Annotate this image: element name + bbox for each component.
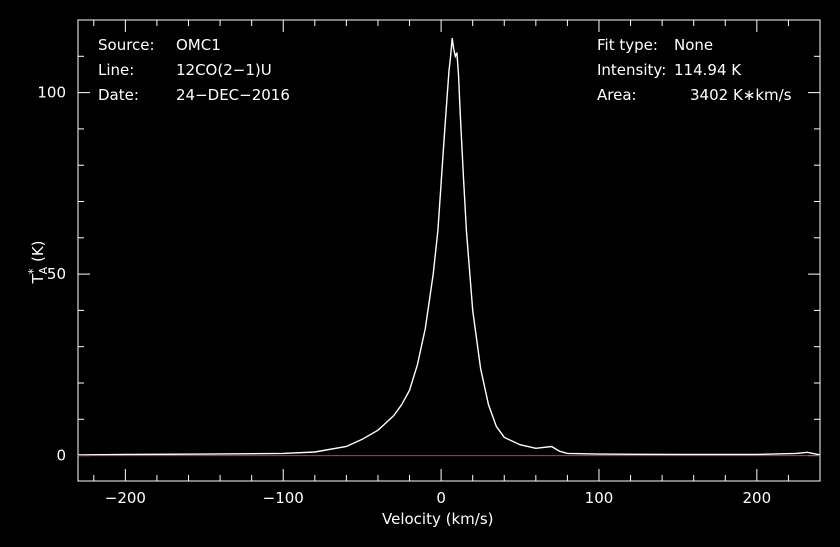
x-tick-label: 0 — [436, 489, 446, 507]
x-axis-label: Velocity (km/s) — [382, 510, 494, 528]
y-tick-label: 100 — [37, 84, 66, 102]
fit-type-value: None — [674, 36, 714, 54]
source-label: Source: — [98, 36, 155, 54]
series-group — [77, 38, 821, 457]
y-tick-label: 0 — [56, 447, 66, 465]
x-tick-label: −200 — [105, 489, 146, 507]
axis-ticks: −200 −100 0 100 200 0 50 100 — [37, 19, 821, 507]
line-label: Line: — [98, 61, 135, 79]
y-axis-label-main: T — [29, 274, 47, 284]
date-label: Date: — [98, 86, 139, 104]
area-label: Area: — [597, 86, 637, 104]
y-axis-label-sub: A — [37, 266, 50, 275]
intensity-value: 114.94 K — [674, 61, 742, 79]
x-tick-label: 100 — [585, 489, 614, 507]
line-value: 12CO(2−1)U — [176, 61, 272, 79]
x-tick-label: 200 — [743, 489, 772, 507]
date-value: 24−DEC−2016 — [176, 86, 290, 104]
spectrum-line — [77, 38, 821, 456]
area-value: 3402 K∗km/s — [690, 86, 792, 104]
x-tick-label: −100 — [263, 489, 304, 507]
y-tick-label: 50 — [47, 265, 66, 283]
intensity-label: Intensity: — [597, 61, 667, 79]
plot-frame — [77, 19, 821, 482]
fit-type-label: Fit type: — [597, 36, 658, 54]
y-axis-label: T*A (K) — [26, 212, 50, 312]
y-axis-label-unit: (K) — [29, 240, 47, 263]
source-value: OMC1 — [176, 36, 221, 54]
